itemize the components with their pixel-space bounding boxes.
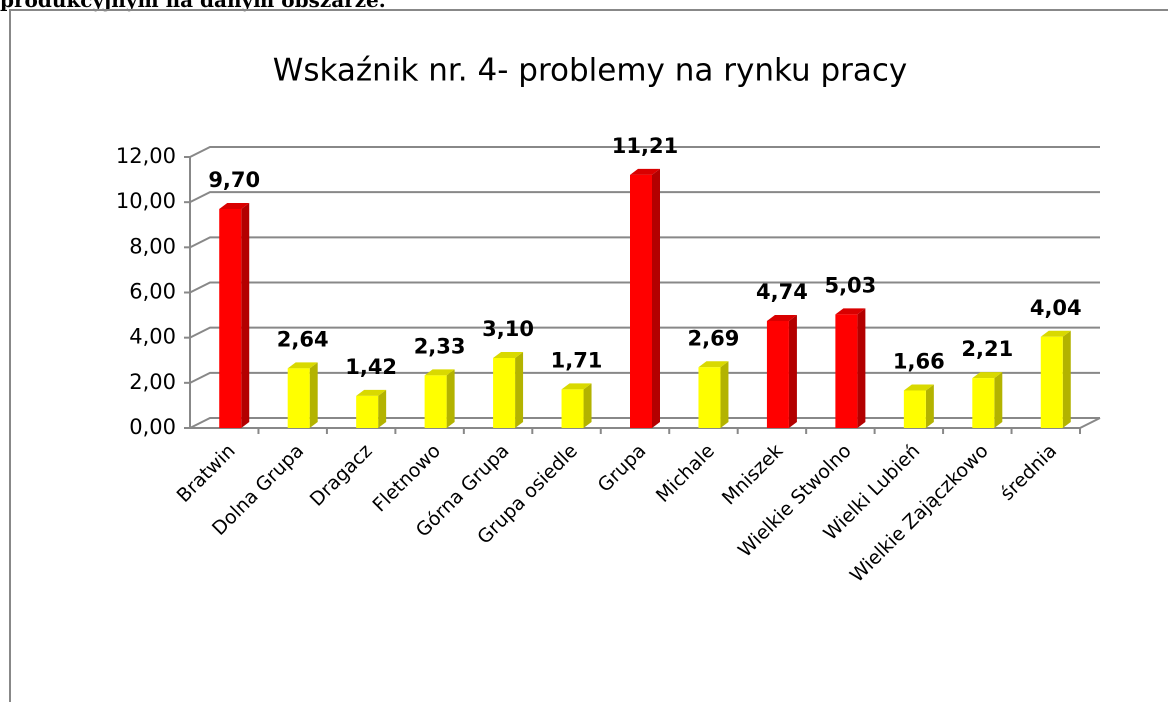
bar-top [1040,330,1071,337]
grid-line [189,371,1100,384]
data-label: 1,66 [893,350,945,374]
grid-line [189,236,1100,249]
y-tick-label: 10,00 [116,189,176,213]
y-tick-label: 0,00 [129,415,176,439]
x-tick-label: Mniszek [718,440,787,509]
bar-top [698,361,729,368]
chart-title: Wskaźnik nr. 4- problemy na rynku pracy [273,53,908,89]
bar [698,367,721,428]
x-tick-label: średnia [996,440,1061,505]
data-label: 3,10 [482,317,534,341]
bar [766,320,789,428]
bar-side [994,372,1003,428]
grid-line [189,191,1100,204]
data-label: 1,42 [345,355,397,379]
grid-line [189,281,1100,294]
grid-line [189,417,1100,429]
bar-top [424,369,455,376]
data-label: 4,74 [756,280,808,304]
bar-side [241,202,250,428]
data-label: 11,21 [612,134,678,158]
bar-side [515,351,524,428]
bar [561,389,584,428]
bar-side [652,168,660,429]
data-label: 2,69 [688,326,740,350]
bar-side [857,308,866,428]
bar [493,357,516,428]
bar-top [903,384,934,391]
bar-top [766,314,797,321]
bar [903,390,926,428]
data-label: 9,70 [208,168,260,192]
grid-line [189,326,1100,339]
bar-side [788,314,797,428]
bar [835,314,858,428]
bar-side [309,362,318,428]
bar-top [287,362,318,369]
y-tick-label: 8,00 [129,234,176,258]
bar-side [925,384,934,428]
y-tick-label: 2,00 [129,370,176,394]
bar-top [356,389,387,396]
bar-top [561,383,592,390]
bar [972,378,995,428]
data-label: 5,03 [824,273,876,297]
y-tick-label: 4,00 [129,325,176,349]
data-label: 2,21 [961,337,1013,361]
bar-top [219,202,250,209]
bar [287,368,310,428]
bar [424,375,447,428]
data-label: 2,33 [414,334,466,358]
bar-side [378,389,387,428]
x-tick-label: Dragacz [306,440,377,511]
bar [356,395,379,428]
bar-top [972,372,1003,379]
grid-line [189,146,1100,158]
bar [219,208,242,428]
bar-side [446,369,455,428]
bar [1040,336,1063,428]
chart-frame [9,9,1168,702]
x-tick-label: Michale [652,440,719,507]
bar-side [720,361,729,428]
x-tick-label: Grupa [594,440,651,497]
bar [630,174,652,428]
data-label: 1,71 [551,348,603,372]
bar-top [835,308,866,315]
bar-side [583,383,592,428]
bar-top [630,168,660,175]
bar-side [1062,330,1071,428]
data-label: 2,64 [277,327,329,351]
x-tick-label: Bratwin [173,440,240,507]
y-tick-label: 12,00 [116,144,176,168]
y-tick-label: 6,00 [129,280,176,304]
data-label: 4,04 [1030,296,1082,320]
x-tick-label: Wielkie Zajączkowo [846,440,993,587]
bar-top [493,351,524,358]
